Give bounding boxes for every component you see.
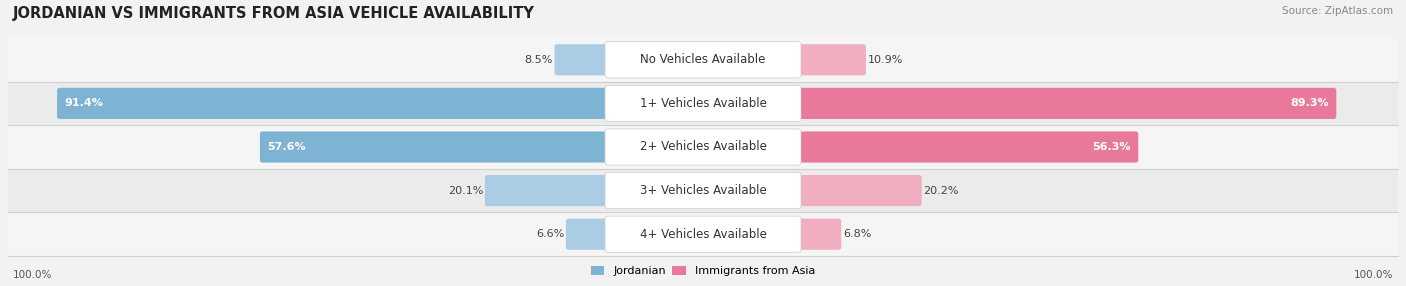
FancyBboxPatch shape [796,219,841,250]
FancyBboxPatch shape [796,44,866,76]
Bar [8,82,1398,125]
FancyBboxPatch shape [605,172,801,209]
Legend: Jordanian, Immigrants from Asia: Jordanian, Immigrants from Asia [586,261,820,281]
FancyBboxPatch shape [605,129,801,165]
Text: 2+ Vehicles Available: 2+ Vehicles Available [640,140,766,154]
Text: 56.3%: 56.3% [1092,142,1130,152]
Text: 10.9%: 10.9% [868,55,903,65]
FancyBboxPatch shape [58,88,610,119]
Text: 6.8%: 6.8% [842,229,872,239]
FancyBboxPatch shape [796,175,922,206]
FancyBboxPatch shape [485,175,610,206]
Bar [8,212,1398,256]
FancyBboxPatch shape [796,132,1139,162]
FancyBboxPatch shape [605,216,801,252]
Text: 57.6%: 57.6% [267,142,307,152]
FancyBboxPatch shape [796,88,1336,119]
Text: 100.0%: 100.0% [1354,270,1393,280]
Text: 91.4%: 91.4% [65,98,104,108]
Text: 4+ Vehicles Available: 4+ Vehicles Available [640,228,766,241]
Text: JORDANIAN VS IMMIGRANTS FROM ASIA VEHICLE AVAILABILITY: JORDANIAN VS IMMIGRANTS FROM ASIA VEHICL… [13,6,534,21]
Text: 3+ Vehicles Available: 3+ Vehicles Available [640,184,766,197]
FancyBboxPatch shape [260,132,610,162]
Text: 100.0%: 100.0% [13,270,52,280]
Bar [8,38,1398,82]
FancyBboxPatch shape [605,42,801,78]
Text: Source: ZipAtlas.com: Source: ZipAtlas.com [1282,6,1393,16]
Text: 6.6%: 6.6% [536,229,564,239]
Text: 89.3%: 89.3% [1291,98,1329,108]
FancyBboxPatch shape [605,85,801,122]
Bar [8,169,1398,212]
Text: 20.1%: 20.1% [449,186,484,196]
Bar [8,125,1398,169]
Text: 1+ Vehicles Available: 1+ Vehicles Available [640,97,766,110]
Text: 8.5%: 8.5% [524,55,553,65]
Text: No Vehicles Available: No Vehicles Available [640,53,766,66]
FancyBboxPatch shape [554,44,610,76]
Text: 20.2%: 20.2% [924,186,959,196]
FancyBboxPatch shape [565,219,610,250]
